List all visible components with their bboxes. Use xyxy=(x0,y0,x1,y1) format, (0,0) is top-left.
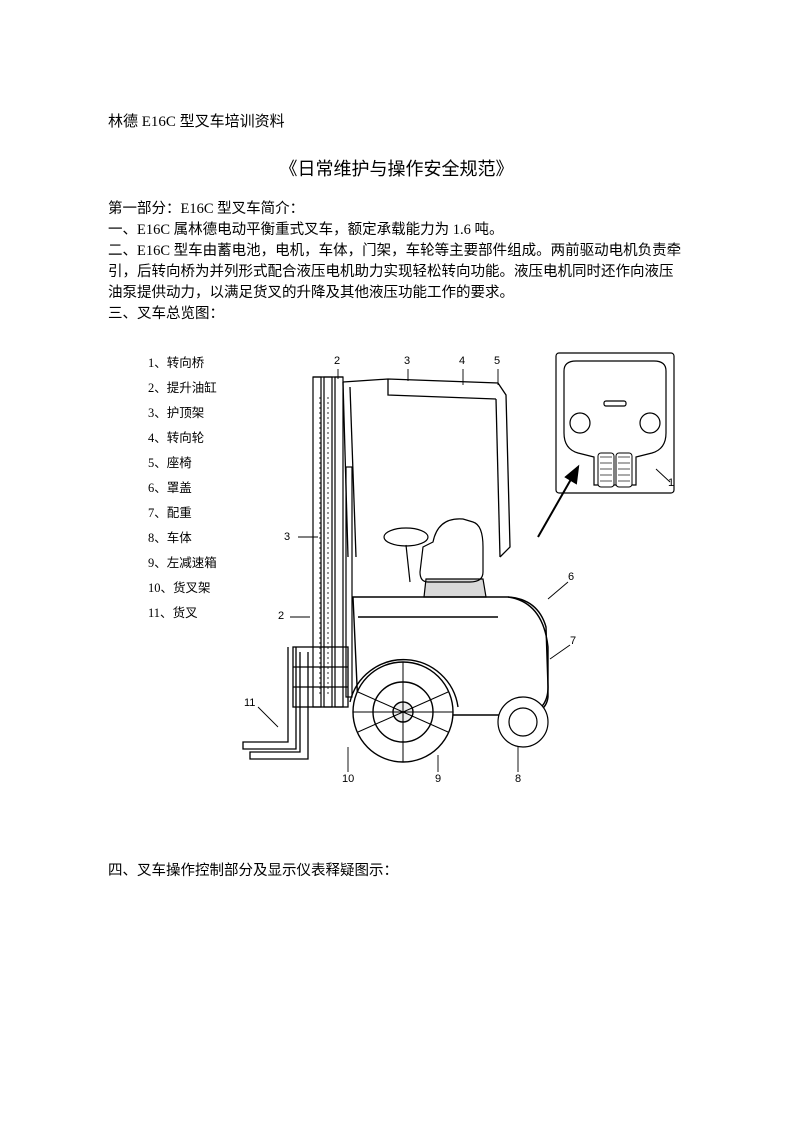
part-item: 6、罩盖 xyxy=(148,476,228,501)
callout-2-left: 2 xyxy=(278,610,284,622)
callout-2-top: 2 xyxy=(334,355,340,367)
part-item: 9、左减速箱 xyxy=(148,551,228,576)
section1-heading: 第一部分：E16C 型叉车简介： xyxy=(108,199,685,220)
callout-11: 11 xyxy=(244,697,255,709)
part-item: 8、车体 xyxy=(148,526,228,551)
section-4-heading: 四、叉车操作控制部分及显示仪表释疑图示： xyxy=(108,859,685,880)
forklift-diagram: 2 3 4 5 1 6 7 3 2 11 10 9 8 xyxy=(238,347,678,807)
callout-4-top: 4 xyxy=(459,355,465,367)
part-item: 3、护顶架 xyxy=(148,401,228,426)
callout-6: 6 xyxy=(568,571,574,583)
body-text: 第一部分：E16C 型叉车简介： 一、E16C 属林德电动平衡重式叉车，额定承载… xyxy=(108,199,685,325)
callout-5-top: 5 xyxy=(494,355,500,367)
callout-10: 10 xyxy=(342,773,354,785)
part-item: 10、货叉架 xyxy=(148,576,228,601)
part-item: 5、座椅 xyxy=(148,451,228,476)
paragraph-3: 三、叉车总览图： xyxy=(108,304,685,325)
paragraph-1: 一、E16C 属林德电动平衡重式叉车，额定承载能力为 1.6 吨。 xyxy=(108,220,685,241)
part-item: 1、转向桥 xyxy=(148,351,228,376)
callout-3-top: 3 xyxy=(404,355,410,367)
document-header: 林德 E16C 型叉车培训资料 xyxy=(108,110,685,131)
parts-legend: 1、转向桥 2、提升油缸 3、护顶架 4、转向轮 5、座椅 6、罩盖 7、配重 … xyxy=(108,347,228,626)
callout-7: 7 xyxy=(570,635,576,647)
overview-diagram-section: 1、转向桥 2、提升油缸 3、护顶架 4、转向轮 5、座椅 6、罩盖 7、配重 … xyxy=(108,347,685,807)
callout-1: 1 xyxy=(668,477,674,489)
part-item: 2、提升油缸 xyxy=(148,376,228,401)
callout-3-left: 3 xyxy=(284,531,290,543)
paragraph-2: 二、E16C 型车由蓄电池，电机，车体，门架，车轮等主要部件组成。两前驱动电机负… xyxy=(108,241,685,304)
part-item: 11、货叉 xyxy=(148,601,228,626)
callout-9: 9 xyxy=(435,773,441,785)
part-item: 7、配重 xyxy=(148,501,228,526)
part-item: 4、转向轮 xyxy=(148,426,228,451)
forklift-svg xyxy=(238,347,678,807)
callout-8: 8 xyxy=(515,773,521,785)
document-title: 《日常维护与操作安全规范》 xyxy=(108,155,685,181)
